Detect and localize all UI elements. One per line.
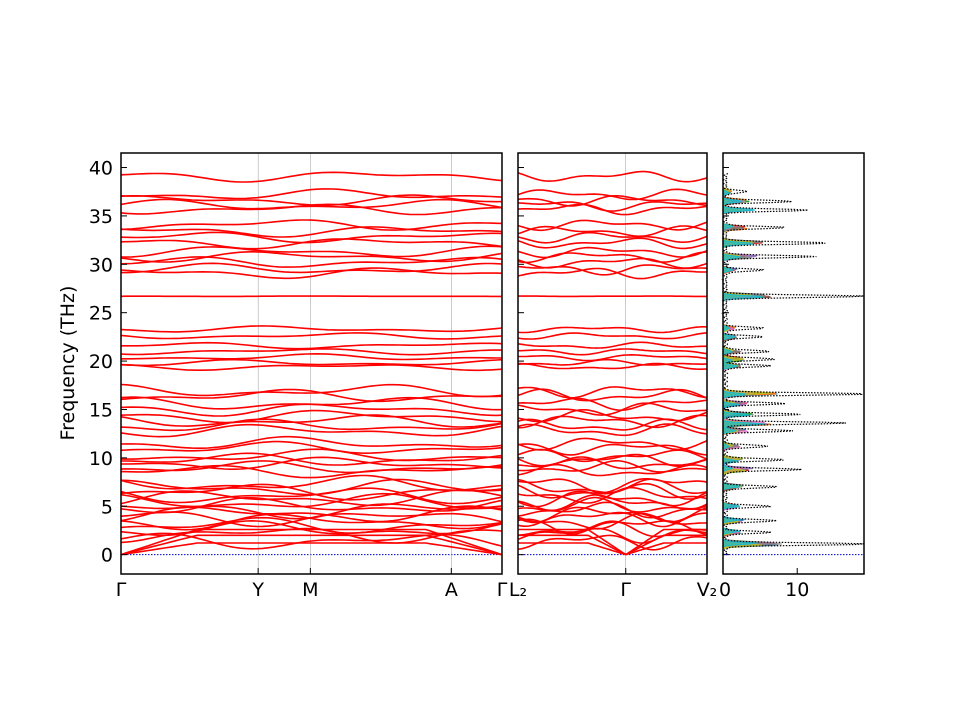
y-tick-label: 40	[89, 158, 113, 180]
y-tick-label: 25	[89, 303, 113, 325]
partial-dos	[723, 172, 778, 574]
total-dos	[723, 173, 864, 555]
phonon-band	[518, 360, 707, 365]
phonon-band	[518, 342, 707, 348]
y-tick-label: 35	[89, 206, 113, 228]
x-tick-label: 0	[719, 579, 731, 601]
phonon-band	[121, 263, 502, 272]
phonon-band	[518, 265, 707, 275]
phonon-band	[121, 239, 502, 249]
partial-dos	[723, 172, 782, 574]
y-tick-label: 5	[101, 496, 113, 518]
partial-dos	[723, 172, 775, 574]
phonon-band	[121, 397, 502, 410]
partial-dos	[723, 172, 774, 574]
phonon-band	[518, 349, 707, 355]
x-tick-label: M	[302, 579, 318, 601]
phonon-band	[121, 200, 502, 209]
phonon-band	[518, 387, 707, 398]
partial-dos	[723, 172, 775, 574]
phonon-band	[518, 172, 707, 182]
phonon-band	[121, 354, 502, 360]
x-tick-label: 10	[785, 579, 809, 601]
partial-dos	[723, 172, 771, 574]
phonon-band	[121, 220, 502, 230]
phonon-band	[518, 220, 707, 230]
x-tick-label: V₂	[697, 579, 718, 601]
y-tick-label: 0	[101, 545, 113, 567]
phonon-band	[518, 233, 707, 243]
y-tick-label: 20	[89, 351, 113, 373]
partial-dos	[723, 172, 762, 574]
partial-dos	[723, 172, 765, 574]
phonon-band	[121, 343, 502, 349]
y-tick-label: 30	[89, 254, 113, 276]
y-axis-label: Frequency (THz)	[57, 286, 79, 441]
phonon-band	[121, 535, 502, 554]
phonon-band	[518, 450, 707, 462]
x-tick-label: Γ	[620, 579, 631, 601]
phonon-band	[121, 172, 502, 182]
phonon-band	[121, 390, 502, 402]
phonon-band	[518, 248, 707, 258]
phonon-band	[121, 326, 502, 332]
phonon-band	[121, 543, 502, 555]
phonon-band	[518, 327, 707, 333]
x-tick-label: L₂	[509, 579, 527, 601]
phonon-band	[121, 268, 502, 278]
phonon-band	[518, 204, 707, 214]
phonon-band	[121, 333, 502, 339]
phonon-band	[518, 226, 707, 236]
y-tick-label: 15	[89, 399, 113, 421]
band-panel-secondary: L₂ Γ V₂	[509, 153, 717, 601]
y-tick-label: 10	[89, 448, 113, 470]
phonon-band	[121, 365, 502, 371]
x-tick-label: Γ	[497, 579, 508, 601]
axes-frame	[723, 153, 864, 574]
phonon-band	[121, 437, 502, 449]
x-tick-label: Γ	[116, 579, 127, 601]
phonon-band	[518, 189, 707, 199]
phonon-band	[121, 246, 502, 257]
phonon-band	[121, 453, 502, 465]
phonon-band	[518, 399, 707, 411]
phonon-band	[518, 333, 707, 339]
phonon-band	[121, 189, 502, 199]
phonon-band	[121, 360, 502, 366]
dos-panel: 0 10	[719, 153, 864, 601]
x-tick-label: A	[445, 579, 458, 601]
x-tick-label: Y	[251, 579, 264, 601]
partial-dos	[723, 172, 767, 574]
partial-dos	[723, 172, 765, 574]
